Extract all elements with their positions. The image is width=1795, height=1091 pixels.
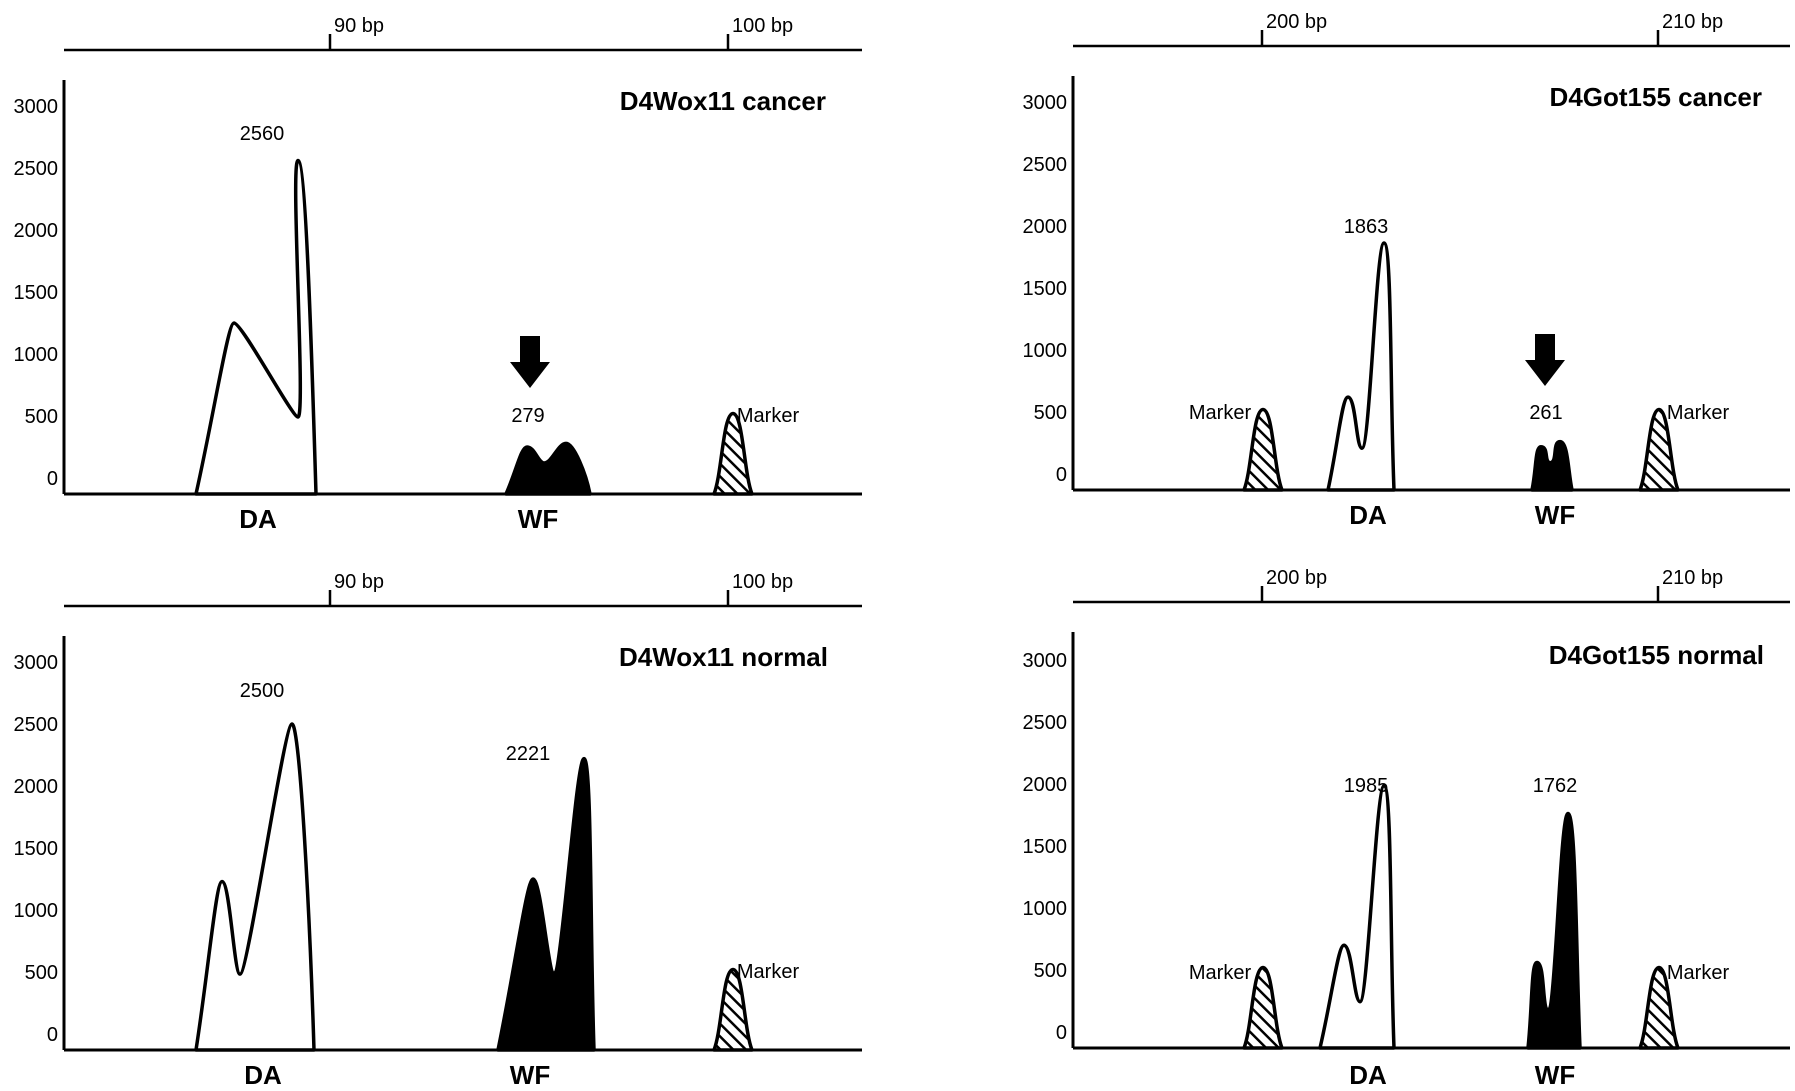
peak-da [194,722,316,1052]
y-tick-label: 3000 [14,652,59,674]
peak-value-label: 1762 [1533,775,1578,797]
marker-label: Marker [1667,962,1730,984]
panel-0: 90 bp 100 bp 3000 2500 2000 1500 1000 500 0 D4Wox… [14,15,862,534]
y-tick-label: 0 [47,468,58,490]
peak-value-label: 2221 [506,743,551,765]
y-tick-label: 3000 [1023,92,1068,114]
bp-tick-label: 200 bp [1266,567,1327,589]
peak-wf [504,441,592,496]
category-label: DA [1349,1060,1387,1090]
panel-title: D4Got155 cancer [1550,82,1762,112]
peak-da [194,158,318,496]
y-tick-label: 2500 [14,714,59,736]
y-tick-label: 1000 [1023,340,1068,362]
peak-da [1326,241,1396,492]
y-tick-label: 1000 [14,900,59,922]
peak-wf [1526,811,1582,1050]
peak-wf [1530,439,1574,492]
bp-tick-label: 100 bp [732,571,793,593]
peak-value-label: 261 [1529,402,1562,424]
y-tick-label: 0 [1056,464,1067,486]
marker-label: Marker [1189,962,1252,984]
y-tick-label: 2500 [1023,154,1068,176]
y-tick-label: 2500 [14,158,59,180]
category-label: WF [1535,1060,1575,1090]
panel-title: D4Got155 normal [1549,640,1764,670]
peak-da [1318,784,1396,1050]
category-label: WF [510,1060,550,1090]
bp-tick-label: 200 bp [1266,11,1327,33]
category-label: WF [1535,500,1575,530]
peak-value-label: 1985 [1344,775,1389,797]
y-tick-label: 0 [1056,1022,1067,1044]
panel-1: 200 bp 210 bp 3000 2500 2000 1500 1000 500 0 D4Go… [1023,11,1790,530]
marker-label: Marker [737,405,800,427]
bp-tick-label: 90 bp [334,571,384,593]
panel-3: 200 bp 210 bp 3000 2500 2000 1500 1000 500 0 D4Go… [1023,567,1790,1090]
peak-wf [496,756,596,1052]
y-tick-label: 3000 [1023,650,1068,672]
category-label: WF [518,504,558,534]
y-tick-label: 500 [25,406,58,428]
bp-tick-label: 210 bp [1662,567,1723,589]
panel-title: D4Wox11 normal [619,642,828,672]
y-tick-label: 2000 [14,220,59,242]
category-label: DA [239,504,277,534]
y-tick-label: 2000 [14,776,59,798]
bp-tick-label: 100 bp [732,15,793,37]
y-tick-label: 500 [25,962,58,984]
arrow-down-icon [510,336,550,388]
y-tick-label: 1000 [1023,898,1068,920]
y-tick-label: 1000 [14,344,59,366]
y-tick-label: 1500 [1023,836,1068,858]
peak-value-label: 279 [511,405,544,427]
peak-marker [1638,407,1680,492]
bp-tick-label: 90 bp [334,15,384,37]
marker-label: Marker [1667,402,1730,424]
y-tick-label: 0 [47,1024,58,1046]
y-tick-label: 500 [1034,402,1067,424]
marker-label: Marker [1189,402,1252,424]
peak-value-label: 2500 [240,680,285,702]
marker-label: Marker [737,961,800,983]
peak-marker [1242,407,1284,492]
peak-value-label: 2560 [240,123,285,145]
arrow-down-icon [1525,334,1565,386]
peak-marker [1638,965,1680,1050]
panel-2: 90 bp 100 bp 3000 2500 2000 1500 1000 500 0 D4Wox… [14,571,862,1090]
y-tick-label: 2000 [1023,774,1068,796]
peak-value-label: 1863 [1344,216,1389,238]
category-label: DA [244,1060,282,1090]
y-tick-label: 3000 [14,96,59,118]
peak-marker [712,411,754,496]
y-tick-label: 2500 [1023,712,1068,734]
peak-marker [712,967,754,1052]
bp-tick-label: 210 bp [1662,11,1723,33]
panel-title: D4Wox11 cancer [620,86,826,116]
peak-marker [1242,965,1284,1050]
y-tick-label: 500 [1034,960,1067,982]
y-tick-label: 1500 [14,838,59,860]
category-label: DA [1349,500,1387,530]
y-tick-label: 1500 [1023,278,1068,300]
y-tick-label: 2000 [1023,216,1068,238]
y-tick-label: 1500 [14,282,59,304]
